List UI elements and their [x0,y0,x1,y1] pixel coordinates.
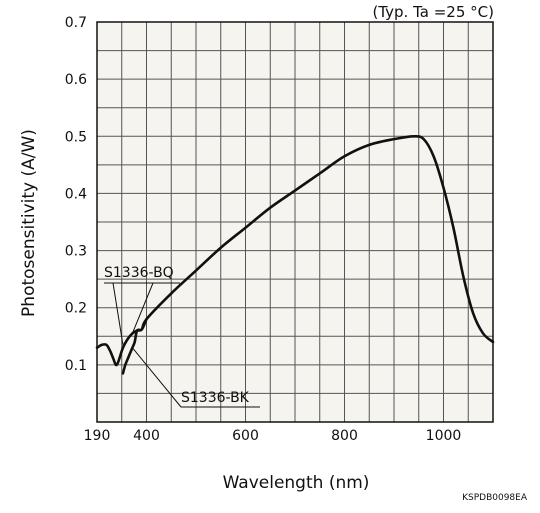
leader-line [131,347,182,408]
leader-line [112,282,124,345]
document-code: KSPDB0098EA [462,493,528,503]
x-tick-label: 1000 [426,428,462,444]
series-label-s1336-bq: S1336-BQ [104,265,174,281]
y-tick-label: 0.6 [65,72,87,88]
x-tick-label: 600 [232,428,259,444]
y-tick-labels: 0.1 0.2 0.3 0.4 0.5 0.6 0.7 [65,15,87,374]
x-tick-label: 190 [84,428,111,444]
series-annotations: S1336-BQ S1336-BK [104,265,260,408]
y-tick-label: 0.3 [65,244,87,260]
y-tick-label: 0.1 [65,358,87,374]
x-tick-label: 800 [331,428,358,444]
x-tick-labels: 190 400 600 800 1000 [84,428,462,444]
x-axis-title: Wavelength (nm) [223,473,370,493]
series-group [95,134,495,375]
y-tick-label: 0.5 [65,129,87,145]
y-tick-label: 0.2 [65,301,87,317]
series-line-s1336-bq [95,134,495,367]
grid [97,22,493,422]
series-label-s1336-bk: S1336-BK [181,390,250,406]
condition-note: (Typ. Ta =25 °C) [372,3,494,21]
y-tick-label: 0.7 [65,15,87,31]
y-tick-label: 0.4 [65,186,87,202]
x-tick-label: 400 [133,428,160,444]
leader-line [131,282,154,334]
series-line-s1336-bk [121,317,148,375]
plot-frame [96,21,494,423]
y-axis-title: Photosensitivity (A/W) [19,129,39,317]
